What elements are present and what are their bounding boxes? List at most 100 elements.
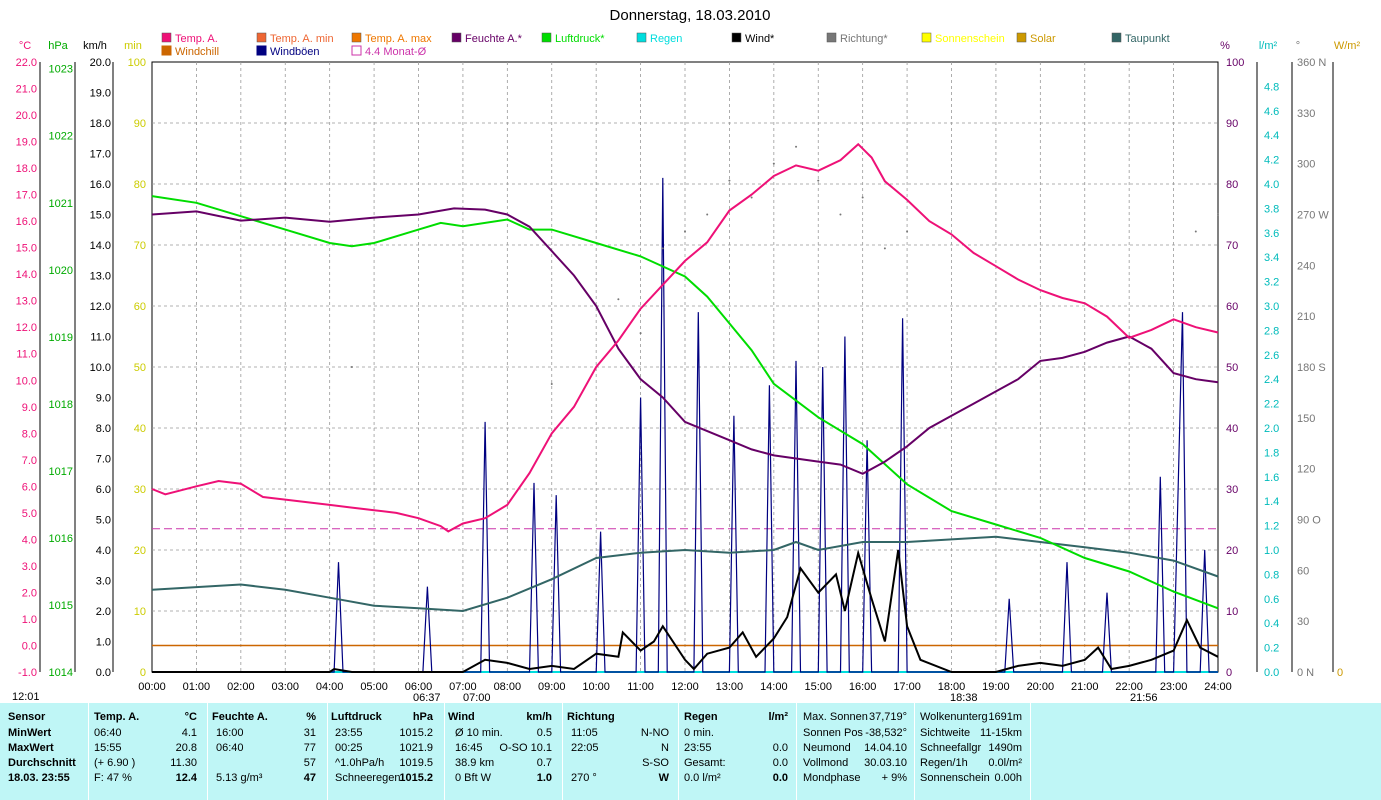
x-tick-label: 24:00	[1204, 681, 1232, 693]
tick-label: 5.0	[22, 508, 37, 520]
legend-label: Windböen	[270, 46, 320, 58]
humidity-cell-value: 47	[303, 772, 316, 784]
axis-unit: l/m²	[1259, 40, 1278, 52]
x-tick-label: 03:00	[271, 681, 299, 693]
x-tick-label: 11:00	[627, 681, 654, 693]
direction-point	[772, 162, 775, 165]
header-rain: Regen	[684, 711, 718, 723]
rain-cell-value: 0.0	[772, 742, 788, 754]
tick-label: 2.0	[1264, 423, 1279, 435]
cloud-value: 0.00h	[994, 772, 1022, 784]
x-tick-label: 14:00	[760, 681, 788, 693]
tick-label: -1.0	[18, 667, 37, 679]
axes: °C hPa km/h min 22.0 21.0 20.0 19.0 18.0 17.0 16.0…	[12, 40, 1360, 703]
gusts-line	[152, 177, 1218, 673]
tick-label: 150	[1297, 413, 1315, 425]
tick-label: 50	[134, 362, 146, 374]
tick-label: 7.0	[96, 454, 111, 466]
header-temp-unit: °C	[184, 711, 197, 723]
tick-label: 1.4	[1264, 496, 1279, 508]
marker-label: 21:56	[1130, 692, 1158, 703]
tick-label: 20.0	[16, 110, 37, 122]
temp-cell-value: 20.8	[175, 742, 197, 754]
temperature-line	[151, 142, 1219, 533]
legend-swatch	[256, 32, 267, 43]
cloud-value: 1691m	[988, 711, 1022, 723]
tick-label: 11.0	[90, 332, 111, 344]
humidity-cell-label: 06:40	[216, 742, 244, 754]
tick-label: 0	[1337, 667, 1343, 679]
panel-divider	[1030, 703, 1031, 800]
tick-label: 3.0	[96, 576, 111, 588]
panel-divider	[88, 703, 89, 800]
pressure-cell-label: 00:25	[335, 742, 363, 754]
tick-label: 120	[1297, 464, 1315, 476]
tick-label: 0.6	[1264, 594, 1279, 606]
tick-label: 30	[1226, 484, 1238, 496]
astro-label: Neumond	[803, 742, 851, 754]
tick-label: 8.0	[22, 428, 37, 440]
wind-cell-label: Ø 10 min.	[455, 727, 503, 739]
sensor-row-label: Durchschnitt	[8, 757, 76, 769]
tick-label: 4.6	[1264, 106, 1279, 118]
x-tick-label: 23:00	[1160, 681, 1188, 693]
legend-label: Wind*	[745, 33, 775, 45]
tick-label: 0 N	[1297, 667, 1314, 679]
astro-label: Max. Sonnen	[803, 711, 868, 723]
tick-label: 1015	[49, 600, 73, 612]
tick-label: 90	[134, 118, 146, 130]
pressure-cell-value: 1015.2	[399, 727, 433, 739]
panel-divider	[562, 703, 563, 800]
direction-cell-value: S-SO	[642, 757, 669, 769]
rain-cell-label: 23:55	[684, 742, 712, 754]
cloud-label: Schneefallgr	[920, 742, 982, 754]
direction-point	[906, 230, 909, 233]
tick-label: 12.0	[16, 322, 37, 334]
tick-label: 4.8	[1264, 81, 1279, 93]
tick-label: 4.0	[22, 534, 37, 546]
astro-label: Sonnen Pos	[803, 727, 863, 739]
tick-label: 20	[1226, 545, 1238, 557]
legend-swatch	[636, 32, 647, 43]
tick-label: 15.0	[90, 210, 111, 222]
direction-point	[350, 366, 353, 368]
tick-label: 6.0	[22, 481, 37, 493]
statistics-panel: Sensor Temp. A. °C Feuchte A.% Luftdruck hPa W…	[0, 703, 1381, 800]
pressure-cell-value: 1021.9	[399, 742, 433, 754]
wind-cell-value: O-SO 10.1	[499, 742, 552, 754]
x-tick-label: 02:00	[227, 681, 255, 693]
x-tick-label: 17:00	[893, 681, 921, 693]
astro-value: 37,719°	[868, 711, 907, 723]
tick-label: 4.4	[1264, 130, 1279, 142]
tick-label: 0.0	[1264, 667, 1279, 679]
x-tick-label: 21:00	[1071, 681, 1099, 693]
tick-label: 2.0	[22, 587, 37, 599]
cloud-label: Regen/1h	[920, 757, 968, 769]
tick-label: 270 W	[1297, 210, 1329, 222]
panel-divider	[444, 703, 445, 800]
legend-swatch	[351, 32, 362, 43]
wind-cell-label: 0 Bft W	[455, 772, 492, 784]
temp-cell-value: 4.1	[181, 727, 197, 739]
tick-label: 8.0	[96, 423, 111, 435]
panel-divider	[207, 703, 208, 800]
tick-label: 0.2	[1264, 643, 1279, 655]
direction-point	[750, 196, 753, 199]
tick-label: 1019	[49, 332, 73, 344]
direction-point	[817, 179, 820, 182]
rain-cell-label: 0 min.	[684, 727, 714, 739]
direction-cell-value: N	[661, 742, 669, 754]
direction-point	[795, 145, 798, 148]
header-rain-unit: l/m²	[768, 711, 788, 723]
x-tick-label: 04:00	[316, 681, 344, 693]
legend-swatch	[1016, 32, 1027, 43]
x-tick-label: 09:00	[538, 681, 566, 693]
temp-cell-label: (+ 6.90 )	[94, 757, 136, 769]
rain-cell-value: 0.0	[772, 757, 788, 769]
legend-swatch	[541, 32, 552, 43]
x-tick-label: 13:00	[716, 681, 744, 693]
x-tick-label: 00:00	[138, 681, 166, 693]
pressure-line	[151, 195, 1219, 610]
legend-swatch	[826, 32, 837, 43]
tick-label: 3.2	[1264, 277, 1279, 289]
